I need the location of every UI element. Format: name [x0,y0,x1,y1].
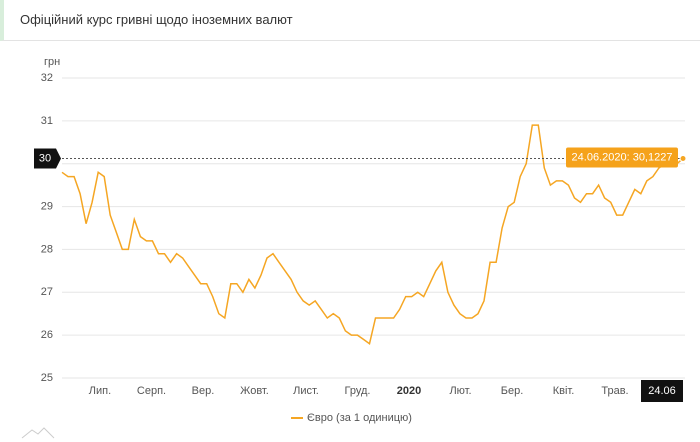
y-tick-label: 26 [41,329,53,341]
header: Офіційний курс гривні щодо іноземних вал… [0,0,700,41]
hover-point [679,154,687,162]
x-tick-label: Бер. [501,385,524,397]
x-tick-label: Жовт. [240,385,269,397]
x-tick-label: Лист. [293,385,319,397]
x-tick-label: Квіт. [553,385,575,397]
x-tick-highlight [641,380,683,402]
logo-icon [21,427,55,439]
title: Офіційний курс гривні щодо іноземних вал… [20,12,293,27]
crosshair-label-box [34,148,61,169]
line [61,124,684,345]
legend-label: Євро (за 1 одиницю) [307,412,412,424]
y-tick-label: 25 [41,372,53,384]
x-tick-label: Серп. [137,385,166,397]
y-tick-label: 32 [41,72,53,84]
x-tick-label: Вер. [192,385,215,397]
x-tick-label: Лют. [449,385,471,397]
x-tick-label: Груд. [345,385,371,397]
x-tick-label: 2020 [397,385,421,397]
tooltip-text: 24.06.2020: 30,1227 [572,151,673,163]
x-tick-label: 24.06 [648,385,676,397]
y-axis-label: грн [44,56,60,68]
y-tick-label: 28 [41,243,53,255]
y-tick-label: 29 [41,200,53,212]
crosshair-label: 30 [39,152,51,164]
y-tick-label: 27 [41,286,53,298]
x-tick-label: Трав. [601,385,628,397]
tooltip-box [566,147,678,168]
x-tick-label: Лип. [89,385,111,397]
y-tick-label: 31 [41,115,53,127]
